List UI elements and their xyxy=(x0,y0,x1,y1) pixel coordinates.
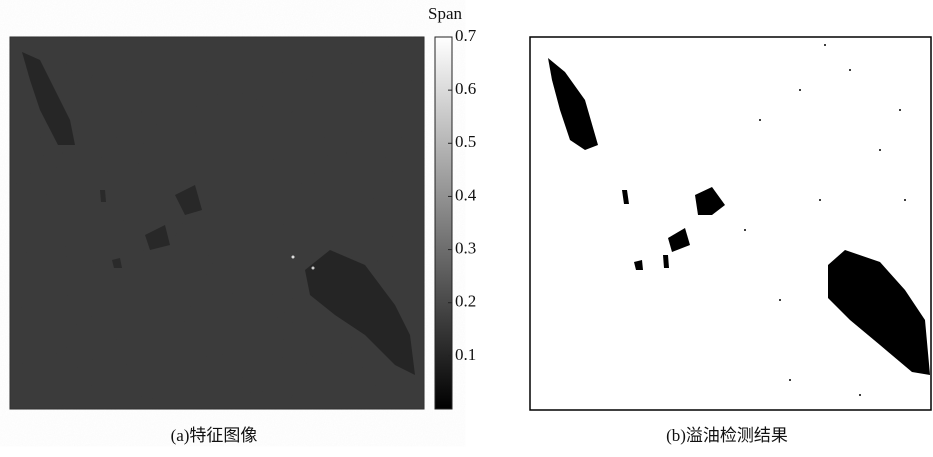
colorbar xyxy=(435,37,452,409)
figure: Span (a)特征图像 (b)溢油检测结果 0.1 0.2 0.3 0.4 0.5 0.… xyxy=(0,0,933,452)
caption: (b)溢油检测结果 xyxy=(666,426,788,445)
colorbar-tick-label: 0.5 xyxy=(455,132,476,151)
detection-image xyxy=(530,37,931,410)
feature-image xyxy=(10,37,424,409)
colorbar-tick-label: 0.7 xyxy=(455,26,477,45)
colorbar-tick-label: 0.1 xyxy=(455,345,476,364)
colorbar-tick-label: 0.3 xyxy=(455,238,476,257)
colorbar-label: Span xyxy=(428,4,463,23)
colorbar-tick-label: 0.2 xyxy=(455,292,476,311)
caption: (a)特征图像 xyxy=(171,426,258,445)
page: Span (a)特征图像 (b)溢油检测结果 0.1 0.2 0.3 0.4 0.5 0.… xyxy=(0,0,933,457)
colorbar-tick-label: 0.4 xyxy=(455,185,477,204)
colorbar-tick-label: 0.6 xyxy=(455,79,476,98)
